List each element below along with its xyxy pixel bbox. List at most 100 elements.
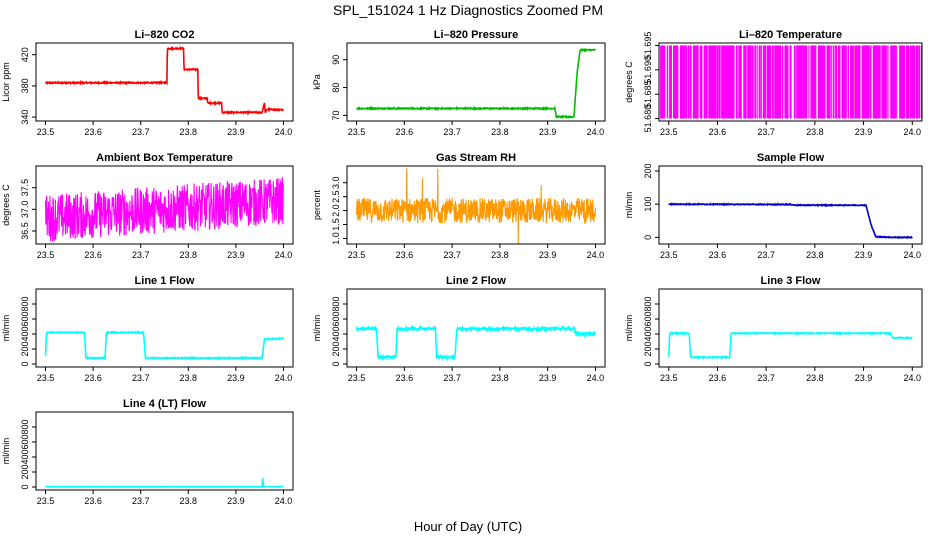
temperature-toggle-bar — [902, 45, 906, 119]
x-tick-label: 23.9 — [227, 496, 245, 506]
temperature-toggle-bar — [743, 45, 746, 119]
x-tick-label: 23.9 — [855, 373, 873, 383]
y-tick-label: 200 — [643, 341, 653, 356]
line2-series-line — [355, 324, 597, 362]
y-tick-label: 80 — [331, 83, 341, 93]
plot-data — [668, 202, 913, 240]
temperature-toggle-bar — [775, 45, 779, 119]
y-tick-label: 400 — [643, 326, 653, 341]
temperature-toggle-bar — [832, 45, 835, 119]
temperature-toggle-bar — [918, 45, 920, 119]
x-tick-label: 23.6 — [709, 373, 727, 383]
panel-ylabel: Licor ppm — [1, 62, 11, 102]
x-tick-label: 23.6 — [84, 250, 102, 260]
temperature-toggle-bar — [876, 45, 879, 119]
temperature-toggle-bar — [868, 45, 870, 119]
x-tick-label: 23.7 — [132, 127, 150, 137]
y-tick-label: 0 — [331, 361, 341, 366]
temperature-toggle-bar — [804, 45, 807, 119]
temperature-toggle-bar — [760, 45, 762, 119]
x-tick-label: 23.8 — [806, 250, 824, 260]
x-tick-label: 23.5 — [660, 250, 678, 260]
panel-title: Li–820 Temperature — [739, 29, 842, 41]
y-tick-label: 0 — [20, 484, 30, 489]
temperature-toggle-bar — [725, 45, 729, 119]
x-tick-label: 23.7 — [757, 373, 775, 383]
panel-ylabel: ml/min — [624, 315, 634, 342]
x-tick-label: 23.8 — [491, 127, 509, 137]
x-tick-label: 23.6 — [84, 373, 102, 383]
x-tick-label: 23.8 — [806, 373, 824, 383]
panel-title: Sample Flow — [757, 152, 825, 164]
y-tick-label: 51.690 — [643, 56, 653, 84]
y-tick-label: 1.0 — [331, 232, 341, 245]
y-tick-label: 600 — [20, 311, 30, 326]
temperature-toggle-bar — [823, 45, 826, 119]
temperature-toggle-bar — [730, 45, 734, 119]
temperature-toggle-bar — [821, 45, 825, 119]
temperature-toggle-bar — [863, 45, 867, 119]
temperature-toggle-bar — [714, 45, 717, 119]
plot-frame — [35, 42, 294, 122]
temperature-toggle-bar — [751, 45, 754, 119]
temperature-toggle-bar — [845, 45, 847, 119]
temperature-toggle-bar — [719, 45, 721, 119]
temperature-toggle-bar — [874, 45, 878, 119]
temperature-toggle-bar — [772, 45, 774, 119]
panel-ylabel: percent — [312, 189, 322, 220]
panel-ylabel: degrees C — [1, 184, 11, 226]
x-tick-label: 23.7 — [443, 250, 461, 260]
x-tick-label: 23.9 — [539, 250, 557, 260]
y-tick-label: 51.695 — [643, 32, 653, 60]
y-tick-label: 0 — [643, 235, 653, 240]
temperature-toggle-bar — [813, 45, 816, 119]
temperature-toggle-bar — [716, 45, 719, 119]
temperature-toggle-bar — [844, 45, 846, 119]
y-tick-label: 800 — [20, 419, 30, 434]
plot-data — [356, 168, 596, 244]
temperature-toggle-bar — [676, 45, 679, 119]
temperature-toggle-bar — [666, 45, 669, 119]
temperature-toggle-bar — [802, 45, 804, 119]
temperature-toggle-bar — [869, 45, 872, 119]
temperature-toggle-bar — [808, 45, 810, 119]
line4-series-line — [45, 476, 284, 488]
x-tick-label: 23.7 — [757, 250, 775, 260]
temperature-toggle-bar — [674, 45, 678, 119]
x-tick-label: 23.5 — [660, 127, 678, 137]
panel-line2: Line 2 Flow ml/min 23.5 23.6 23.7 23.8 23.9 24.… — [312, 275, 606, 383]
x-tick-label: 23.9 — [855, 250, 873, 260]
temperature-toggle-bar — [847, 45, 849, 119]
temperature-toggle-bar — [831, 45, 833, 119]
x-tick-label: 23.7 — [443, 373, 461, 383]
temperature-toggle-bar — [681, 45, 685, 119]
x-tick-label: 23.7 — [132, 496, 150, 506]
y-tick-label: 0 — [643, 361, 653, 366]
panel-title: Li–820 CO2 — [135, 29, 195, 41]
temperature-toggle-bar — [663, 45, 666, 119]
figure-title: SPL_151024 1 Hz Diagnostics Zoomed PM — [333, 2, 603, 18]
temperature-toggle-bar — [815, 45, 817, 119]
temperature-toggle-bar — [784, 45, 788, 119]
x-tick-label: 23.8 — [491, 250, 509, 260]
x-tick-label: 24.0 — [903, 127, 921, 137]
x-tick-label: 23.5 — [660, 373, 678, 383]
plot-data — [355, 324, 597, 362]
y-tick-label: 200 — [20, 341, 30, 356]
temperature-toggle-bar — [789, 45, 792, 119]
temperature-toggle-bar — [907, 45, 909, 119]
temperature-toggle-bar — [670, 45, 672, 119]
x-tick-label: 23.7 — [443, 127, 461, 137]
temperature-toggle-bar — [852, 45, 854, 119]
x-tick-label: 23.8 — [180, 496, 198, 506]
temperature-toggle-bar — [799, 45, 803, 119]
panel-ylabel: ml/min — [312, 315, 322, 342]
temperature-toggle-bar — [896, 45, 898, 119]
temperature-toggle-bar — [920, 45, 922, 119]
x-tick-label: 23.5 — [348, 250, 366, 260]
temperature-toggle-bar — [740, 45, 742, 119]
temperature-toggle-bar — [699, 45, 702, 119]
panel-ylabel: ml/min — [1, 315, 11, 342]
temperature-toggle-bar — [781, 45, 784, 119]
temperature-toggle-bar — [878, 45, 881, 119]
